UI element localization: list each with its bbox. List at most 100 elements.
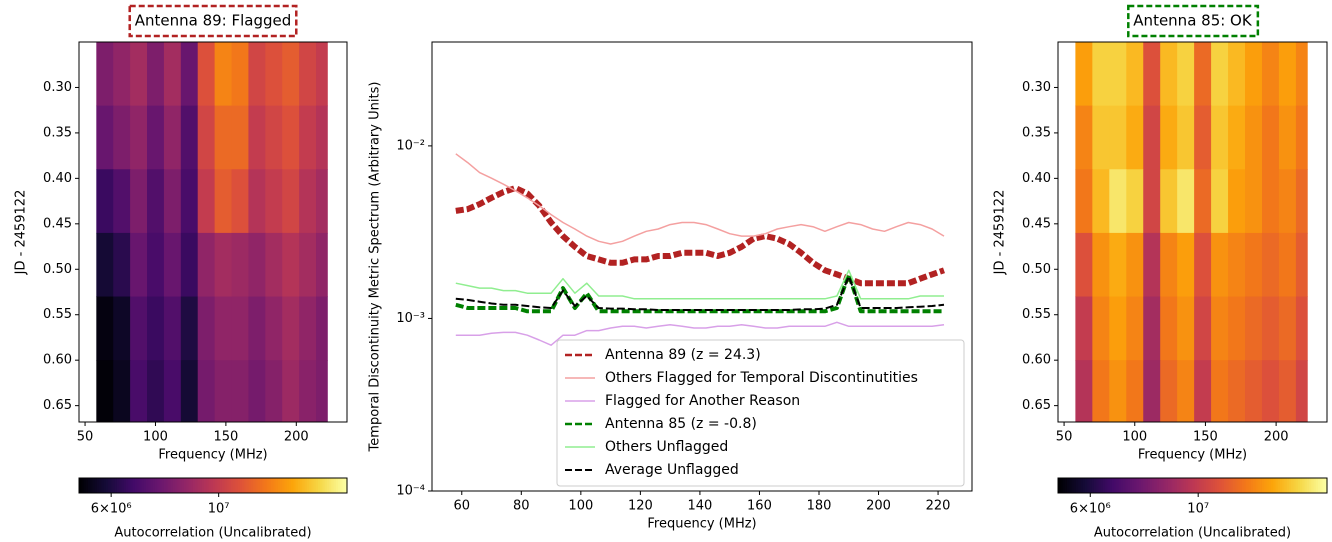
colorbar-gradient xyxy=(1080,478,1084,493)
heatmap-cell xyxy=(248,42,266,107)
colorbar-gradient xyxy=(1210,478,1214,493)
heatmap-cell xyxy=(113,169,131,234)
heatmap-cell xyxy=(197,169,216,234)
heatmap-cell xyxy=(1278,169,1297,234)
heatmap-cell xyxy=(1278,232,1297,298)
colorbar-gradient xyxy=(119,478,123,493)
colorbar-gradient xyxy=(92,478,96,493)
y-tick-label: 0.45 xyxy=(43,216,72,231)
colorbar-gradient xyxy=(329,478,332,493)
x-tick-label: 100 xyxy=(143,430,168,445)
colorbar-gradient xyxy=(300,478,303,493)
colorbar-gradient xyxy=(90,478,93,493)
heatmap-cell xyxy=(1092,232,1110,298)
colorbar-gradient xyxy=(313,478,317,493)
y-tick-label: 0.60 xyxy=(43,353,72,368)
colorbar-gradient xyxy=(1212,478,1216,493)
colorbar-gradient xyxy=(1318,478,1321,493)
colorbar-gradient xyxy=(201,478,205,493)
heatmap-cell xyxy=(214,105,233,170)
colorbar-gradient xyxy=(268,478,272,493)
colorbar-gradient xyxy=(1064,478,1068,493)
heatmap-cell xyxy=(1278,42,1297,107)
colorbar-gradient xyxy=(188,478,192,493)
heatmap-cell xyxy=(231,169,249,234)
colorbar-gradient xyxy=(1230,478,1234,493)
heatmap-cell xyxy=(1245,296,1263,361)
heatmap-cell xyxy=(299,42,317,107)
heatmap-cell xyxy=(130,105,148,170)
colorbar-gradient xyxy=(1078,478,1082,493)
colorbar-gradient xyxy=(148,478,152,493)
heatmap-cell xyxy=(180,296,199,361)
y-tick-label: 0.30 xyxy=(43,80,72,95)
colorbar-gradient xyxy=(1087,478,1090,493)
colorbar-gradient xyxy=(1201,478,1205,493)
heatmap-cell xyxy=(1109,296,1127,361)
heatmap-cell xyxy=(214,296,233,361)
colorbar-gradient xyxy=(257,478,261,493)
heatmap-cell xyxy=(1261,105,1280,170)
colorbar-gradient xyxy=(1152,478,1155,493)
colorbar-gradient xyxy=(342,478,346,493)
heatmap-cell xyxy=(1245,232,1263,298)
heatmap-cell xyxy=(1194,169,1212,234)
y-tick-label: 0.45 xyxy=(1022,216,1051,231)
x-tick-label: 180 xyxy=(807,499,832,514)
colorbar-gradient xyxy=(1060,478,1064,493)
colorbar-gradient xyxy=(1259,478,1263,493)
colorbar-gradient xyxy=(1248,478,1252,493)
heatmap-cell xyxy=(248,360,266,423)
colorbar-gradient xyxy=(277,478,281,493)
heatmap-cell xyxy=(130,232,148,298)
x-tick-label: 140 xyxy=(688,499,713,514)
colorbar-gradient xyxy=(130,478,134,493)
colorbar-gradient xyxy=(87,478,91,493)
colorbar-tick-label: 10⁷ xyxy=(1187,502,1209,517)
colorbar-label: Autocorrelation (Uncalibrated) xyxy=(1094,526,1291,541)
colorbar-gradient xyxy=(177,478,181,493)
heatmap-cell xyxy=(113,360,131,423)
colorbar-gradient xyxy=(1066,478,1070,493)
colorbar-gradient xyxy=(1214,478,1218,493)
heatmap-cell xyxy=(1092,296,1110,361)
colorbar-gradient xyxy=(96,478,100,493)
colorbar-gradient xyxy=(170,478,174,493)
heatmap-cell xyxy=(1075,232,1093,298)
colorbar-gradient xyxy=(1192,478,1196,493)
heatmap-cell xyxy=(1245,105,1263,170)
colorbar-gradient xyxy=(302,478,306,493)
heatmap-cell xyxy=(1177,42,1195,107)
colorbar-gradient xyxy=(344,478,348,493)
colorbar-gradient xyxy=(1123,478,1126,493)
plot-frame xyxy=(1057,41,1328,423)
colorbar-gradient xyxy=(1127,478,1131,493)
colorbar-gradient xyxy=(1293,478,1297,493)
y-axis-label: JD - 2459122 xyxy=(14,190,29,276)
heatmap-cell xyxy=(1075,105,1093,170)
heatmap-cell xyxy=(147,42,165,107)
colorbar-gradient xyxy=(1170,478,1173,493)
colorbar-gradient xyxy=(1172,478,1176,493)
colorbar-gradient xyxy=(259,478,263,493)
x-tick-label: 220 xyxy=(926,499,951,514)
y-tick-label: 10⁻² xyxy=(396,138,425,153)
heatmap-cell xyxy=(113,232,131,298)
heatmap-cell xyxy=(265,169,283,234)
heatmap-cell xyxy=(1194,360,1212,423)
colorbar-gradient xyxy=(1156,478,1160,493)
colorbar-gradient xyxy=(271,478,274,493)
colorbar-gradient xyxy=(1129,478,1133,493)
colorbar-gradient xyxy=(1125,478,1129,493)
title-box xyxy=(1127,4,1260,38)
colorbar-gradient xyxy=(1100,478,1104,493)
colorbar-gradient xyxy=(1145,478,1149,493)
panel-title: Antenna 89: Flagged xyxy=(135,12,292,30)
heatmap-cell xyxy=(1143,105,1161,170)
colorbar-gradient xyxy=(262,478,265,493)
title-box xyxy=(128,4,298,38)
y-axis-label: JD - 2459122 xyxy=(993,190,1008,276)
heatmap-cell xyxy=(1092,360,1110,423)
legend-label: Antenna 89 (z = 24.3) xyxy=(605,347,761,363)
heatmap-cell xyxy=(1109,232,1127,298)
